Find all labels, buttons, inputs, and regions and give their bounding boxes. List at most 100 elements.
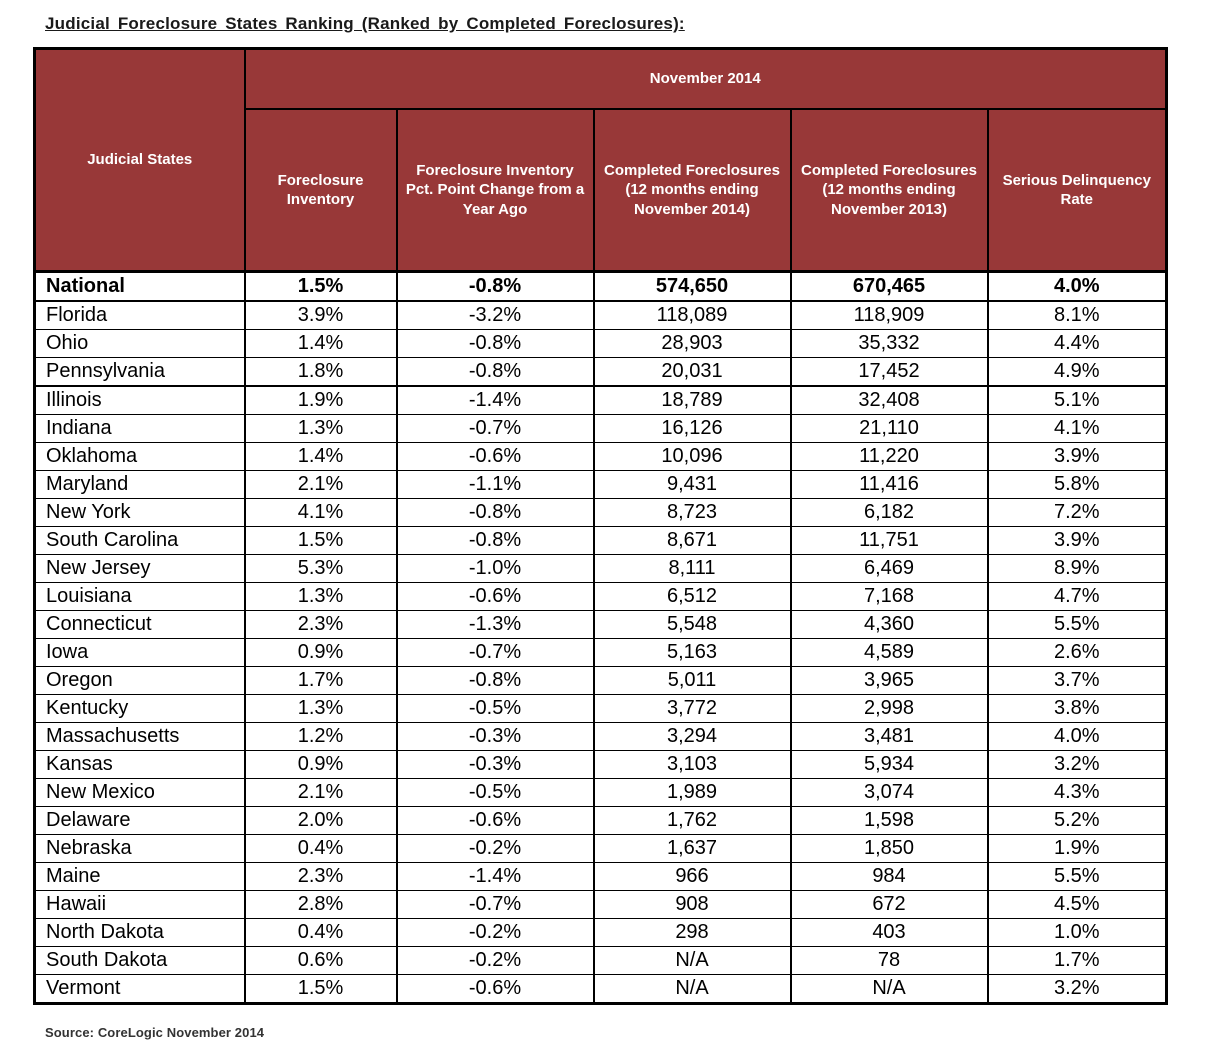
value-cell: -0.8% [395,357,595,387]
value-cell: 5,934 [789,750,989,779]
value-cell: 3.8% [986,694,1168,723]
value-cell: 3.9% [986,442,1168,471]
value-cell: 3,965 [789,666,989,695]
state-cell: Kentucky [33,694,246,723]
value-cell: 1.2% [243,722,398,751]
state-cell: South Carolina [33,526,246,555]
state-cell: Iowa [33,638,246,667]
value-cell: -0.3% [395,750,595,779]
value-cell: 118,089 [592,300,792,330]
value-cell: -3.2% [395,300,595,330]
value-cell: 18,789 [592,385,792,415]
value-cell: -0.8% [395,526,595,555]
state-cell: Connecticut [33,610,246,639]
value-cell: 5.5% [986,610,1168,639]
state-cell: Maryland [33,470,246,499]
value-cell: 118,909 [789,300,989,330]
state-cell: Louisiana [33,582,246,611]
value-cell: 11,220 [789,442,989,471]
value-cell: 2.3% [243,862,398,891]
state-cell: Massachusetts [33,722,246,751]
state-cell: North Dakota [33,918,246,947]
period-header-row: Judicial States November 2014 [33,47,1168,273]
table-row: South Dakota 0.6% -0.2% N/A 78 1.7% [33,946,1168,975]
value-cell: -0.8% [395,498,595,527]
period-header-november-2014: November 2014 [243,47,1168,110]
value-cell: 1,850 [789,834,989,863]
value-cell: 17,452 [789,357,989,387]
table-row: New York 4.1% -0.8% 8,723 6,182 7.2% [33,498,1168,527]
value-cell: 403 [789,918,989,947]
value-cell: 7,168 [789,582,989,611]
value-cell: 0.9% [243,750,398,779]
value-cell: 0.4% [243,834,398,863]
value-cell: -0.2% [395,834,595,863]
table-row: Connecticut 2.3% -1.3% 5,548 4,360 5.5% [33,610,1168,639]
value-cell: 1.5% [243,974,398,1004]
value-cell: 11,751 [789,526,989,555]
column-header: Completed Foreclosures (12 months ending… [789,108,989,273]
table-row: Oklahoma 1.4% -0.6% 10,096 11,220 3.9% [33,442,1168,471]
value-cell: 3.2% [986,974,1168,1004]
value-cell: 11,416 [789,470,989,499]
value-cell: 4.9% [986,357,1168,387]
value-cell: 3,103 [592,750,792,779]
value-cell: -1.3% [395,610,595,639]
value-cell: -0.7% [395,638,595,667]
value-cell: -0.2% [395,918,595,947]
value-cell: 8,671 [592,526,792,555]
table-row: Hawaii 2.8% -0.7% 908 672 4.5% [33,890,1168,919]
value-cell: 1.3% [243,582,398,611]
state-cell: Oregon [33,666,246,695]
state-cell: Oklahoma [33,442,246,471]
value-cell: 672 [789,890,989,919]
table-row: Massachusetts 1.2% -0.3% 3,294 3,481 4.0% [33,722,1168,751]
table-row: New Mexico 2.1% -0.5% 1,989 3,074 4.3% [33,778,1168,807]
value-cell: 8.1% [986,300,1168,330]
value-cell: 2.3% [243,610,398,639]
value-cell: 670,465 [789,270,989,302]
value-cell: 3.7% [986,666,1168,695]
value-cell: -1.4% [395,385,595,415]
page-title: Judicial Foreclosure States Ranking (Ran… [45,14,685,33]
value-cell: -0.8% [395,329,595,358]
state-cell: National [33,270,246,302]
value-cell: 4.4% [986,329,1168,358]
table-row: Kentucky 1.3% -0.5% 3,772 2,998 3.8% [33,694,1168,723]
value-cell: 5,163 [592,638,792,667]
value-cell: 1.3% [243,694,398,723]
value-cell: 574,650 [592,270,792,302]
value-cell: 5,548 [592,610,792,639]
value-cell: 2.6% [986,638,1168,667]
value-cell: 1.3% [243,414,398,443]
value-cell: -0.6% [395,582,595,611]
value-cell: 0.6% [243,946,398,975]
state-cell: New Jersey [33,554,246,583]
value-cell: 2,998 [789,694,989,723]
state-cell: Illinois [33,385,246,415]
value-cell: 4,360 [789,610,989,639]
value-cell: 4.5% [986,890,1168,919]
value-cell: 3.2% [986,750,1168,779]
corner-header-judicial-states: Judicial States [33,47,246,273]
value-cell: 4,589 [789,638,989,667]
value-cell: 0.9% [243,638,398,667]
value-cell: -0.2% [395,946,595,975]
value-cell: 2.8% [243,890,398,919]
value-cell: 4.1% [986,414,1168,443]
value-cell: 3.9% [986,526,1168,555]
state-cell: Delaware [33,806,246,835]
value-cell: -1.1% [395,470,595,499]
source-note: Source: CoreLogic November 2014 [45,1025,265,1040]
state-cell: Ohio [33,329,246,358]
value-cell: 1.7% [986,946,1168,975]
state-cell: Indiana [33,414,246,443]
state-cell: Pennsylvania [33,357,246,387]
value-cell: -1.4% [395,862,595,891]
table-header: Judicial States November 2014 Foreclosur… [33,47,1168,273]
value-cell: -0.3% [395,722,595,751]
value-cell: 1.7% [243,666,398,695]
table-row: Florida 3.9% -3.2% 118,089 118,909 8.1% [33,300,1168,330]
value-cell: 966 [592,862,792,891]
